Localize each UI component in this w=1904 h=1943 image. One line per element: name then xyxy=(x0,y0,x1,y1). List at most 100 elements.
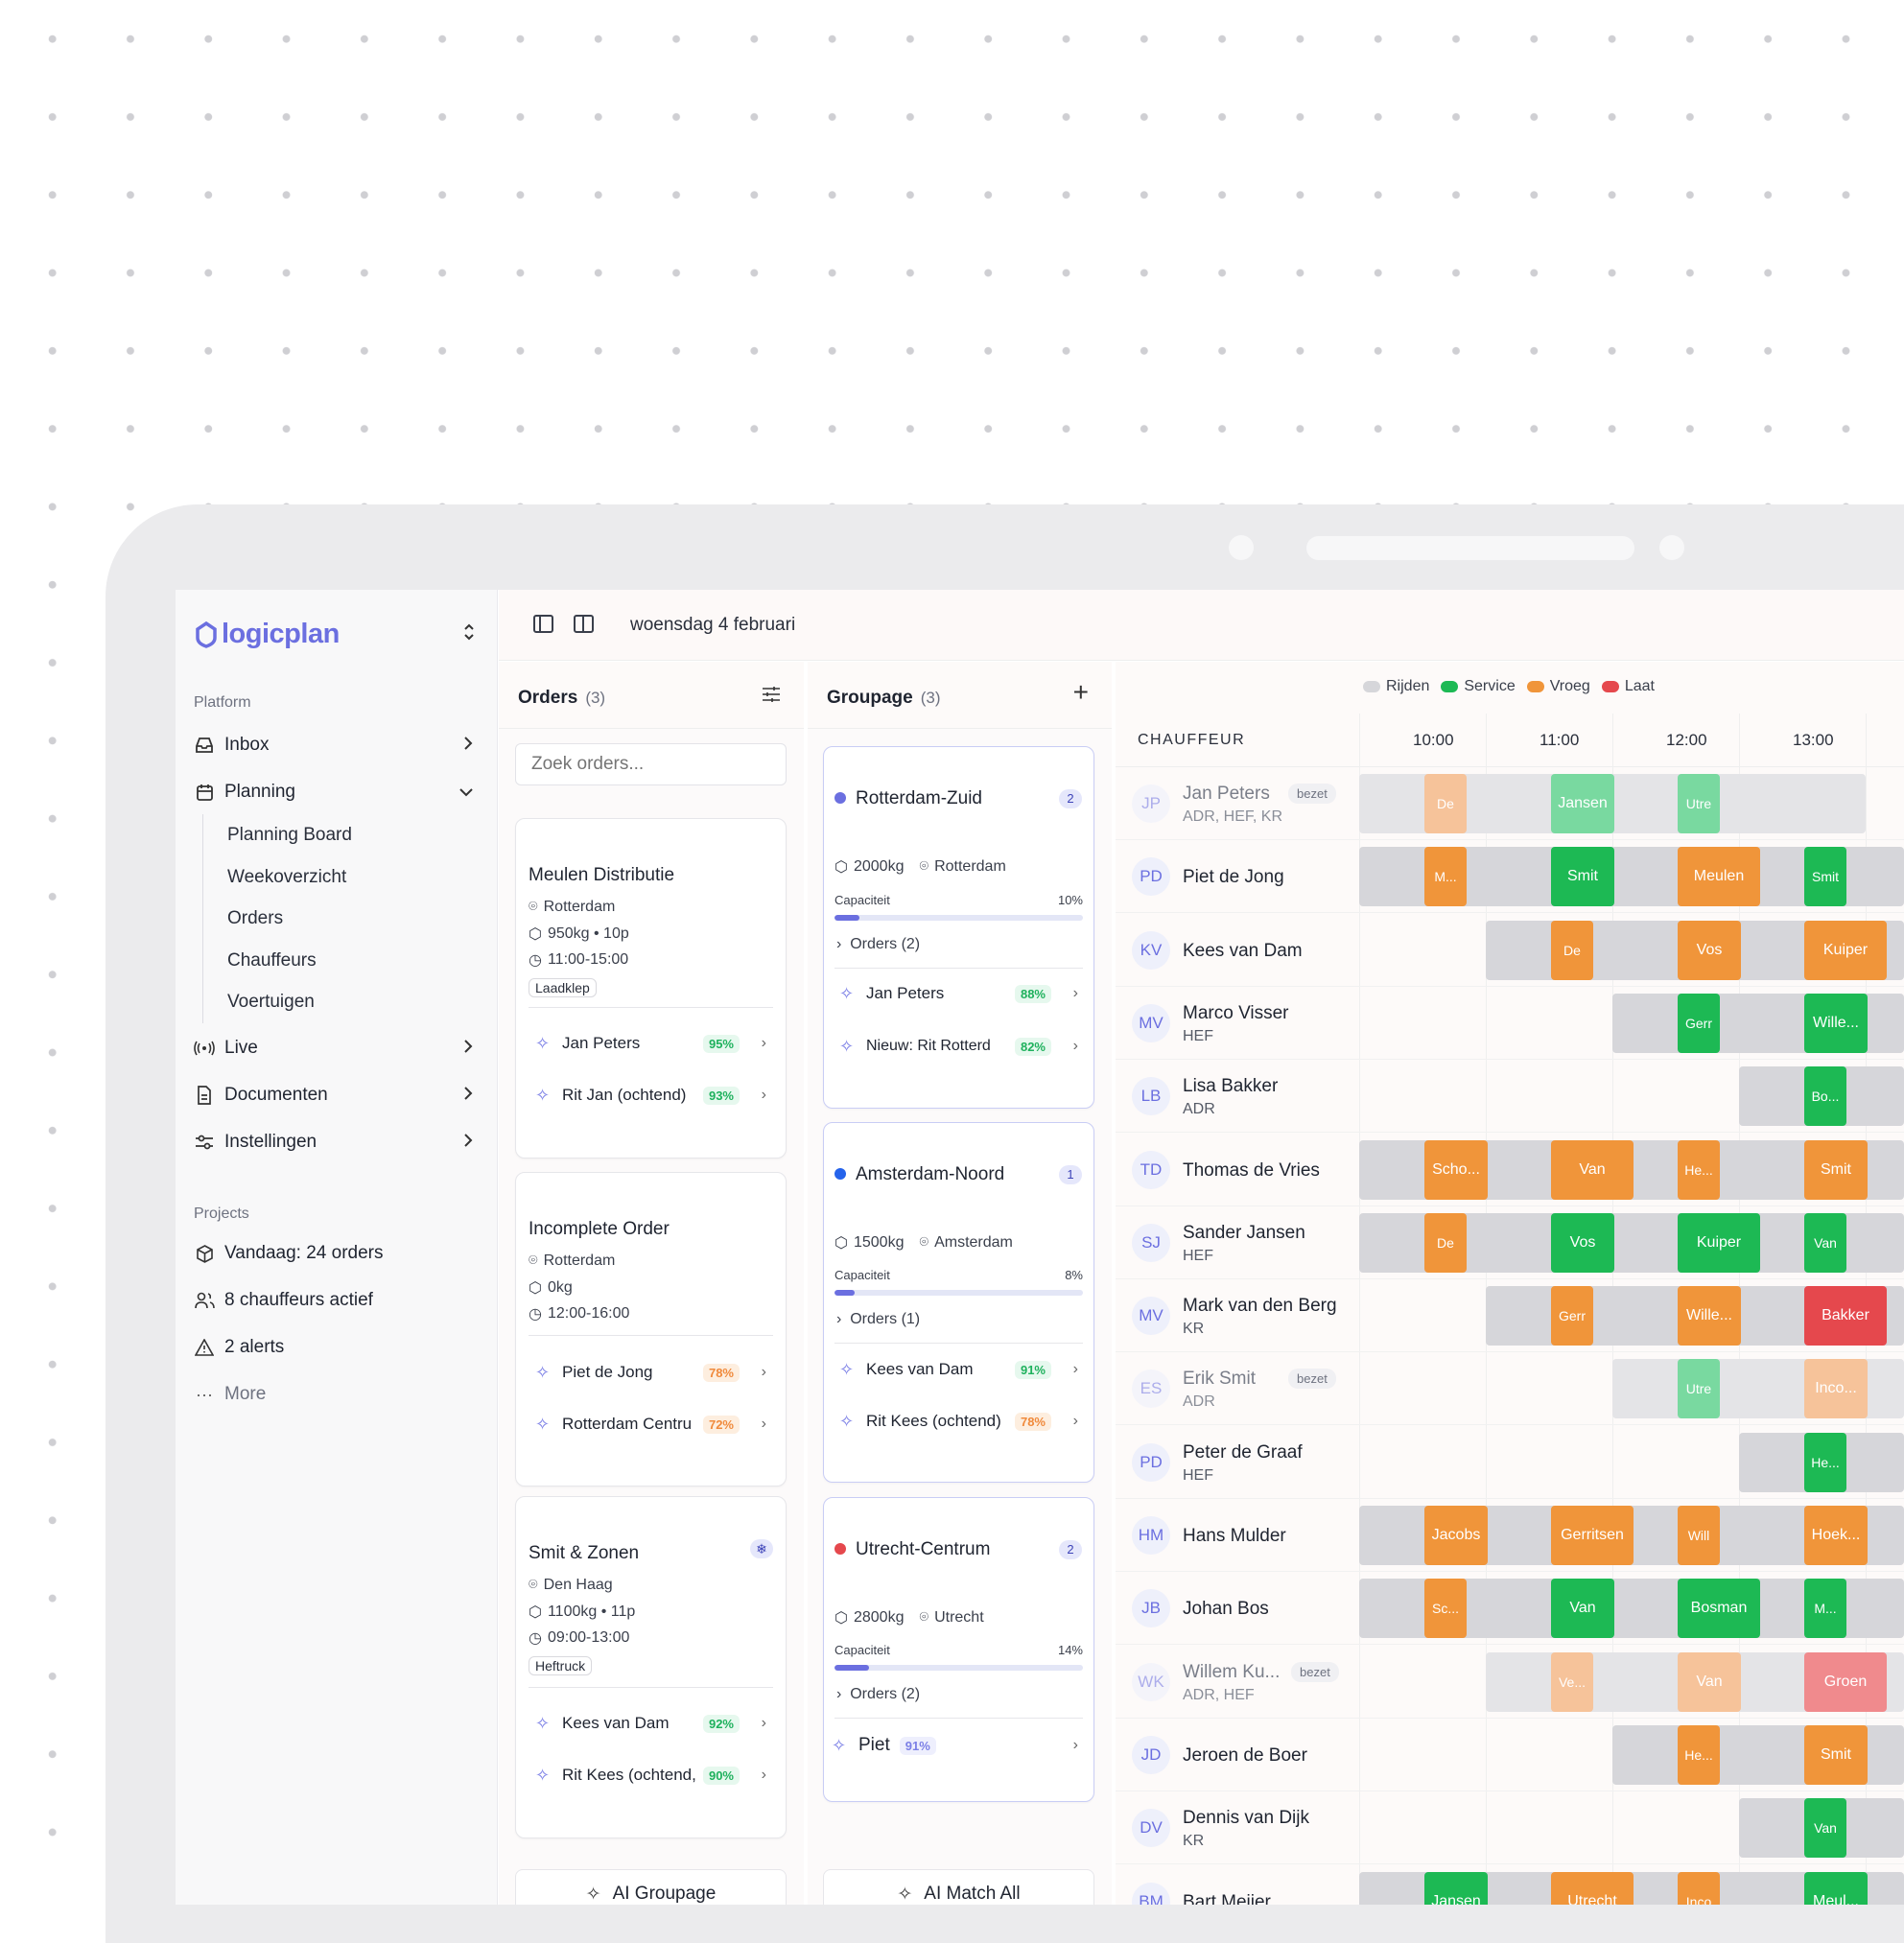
groupage-card[interactable]: Rotterdam-Zuid 2 ⬡ 2000kg ⌾ Rotterdam Capac… xyxy=(823,746,1094,1109)
sidebar-item-instellingen[interactable]: Instellingen xyxy=(194,1125,482,1159)
order-search-input[interactable] xyxy=(515,743,787,785)
match-row[interactable]: ✧ Rit Kees (ochtend, 90% › xyxy=(535,1761,766,1790)
schedule-block[interactable]: Utrecht xyxy=(1551,1871,1634,1905)
subnav-planning-board[interactable]: Planning Board xyxy=(227,825,352,845)
driver-row[interactable]: BM Bart Meijer Jansen Utrecht Inco Meul... xyxy=(1116,1865,1904,1905)
schedule-block[interactable]: M... xyxy=(1424,847,1467,907)
order-card[interactable]: Meulen Distributie ⌾ Rotterdam ⬡ 950kg • 1… xyxy=(515,818,787,1159)
schedule-block[interactable]: Groen xyxy=(1804,1651,1887,1712)
driver-row[interactable]: TD Thomas de Vries Scho... Van He... Smit xyxy=(1116,1134,1904,1206)
schedule-block[interactable]: Van xyxy=(1678,1651,1741,1712)
driver-row[interactable]: PD Piet de Jong M... Smit Meulen Smit xyxy=(1116,840,1904,914)
schedule-block[interactable]: Smit xyxy=(1804,1724,1868,1785)
schedule-block[interactable]: Van xyxy=(1804,1212,1846,1273)
project-active-drivers[interactable]: 8 chauffeurs actief xyxy=(194,1283,482,1318)
subnav-voertuigen[interactable]: Voertuigen xyxy=(227,992,315,1013)
orders-toggle[interactable]: › Orders (2) xyxy=(836,1686,920,1703)
driver-row[interactable]: WK Willem Ku... ADR, HEF bezet Ve... Van Groen xyxy=(1116,1646,1904,1719)
schedule-block[interactable]: He... xyxy=(1804,1432,1846,1492)
schedule-block[interactable]: Smit xyxy=(1804,847,1846,907)
match-row[interactable]: ✧ Rit Jan (ochtend) 93% › xyxy=(535,1081,766,1110)
driver-row[interactable]: HM Hans Mulder Jacobs Gerritsen Will Hoek... xyxy=(1116,1499,1904,1572)
schedule-block[interactable]: Gerritsen xyxy=(1551,1506,1634,1565)
schedule-block[interactable]: He... xyxy=(1678,1724,1720,1785)
driver-row[interactable]: JD Jeroen de Boer He... Smit xyxy=(1116,1719,1904,1791)
schedule-block[interactable]: Van xyxy=(1804,1798,1846,1859)
driver-row[interactable]: SJ Sander Jansen HEF De Vos Kuiper Van xyxy=(1116,1206,1904,1279)
driver-row[interactable]: KV Kees van Dam De Vos Kuiper xyxy=(1116,914,1904,987)
schedule-block[interactable]: Inco xyxy=(1678,1871,1720,1905)
workspace-switch-icon[interactable] xyxy=(462,622,476,646)
order-card[interactable]: Smit & Zonen ❄ ⌾ Den Haag ⬡ 1100kg • 11p ◷… xyxy=(515,1496,787,1838)
schedule-block[interactable]: Van xyxy=(1551,1579,1614,1639)
order-card[interactable]: Incomplete Order ⌾ Rotterdam ⬡ 0kg ◷ 12:00-… xyxy=(515,1172,787,1487)
match-row[interactable]: ✧ Jan Peters 88% › xyxy=(839,979,1078,1008)
schedule-block[interactable]: Jansen xyxy=(1551,774,1614,833)
filter-icon[interactable] xyxy=(762,683,781,710)
sidebar-item-live[interactable]: Live xyxy=(194,1031,482,1065)
schedule-block[interactable]: Will xyxy=(1678,1506,1720,1565)
groupage-card[interactable]: Utrecht-Centrum 2 ⬡ 2800kg ⌾ Utrecht Capaci… xyxy=(823,1497,1094,1802)
schedule-block[interactable]: Bo... xyxy=(1804,1066,1846,1127)
match-row[interactable]: ✧ Piet de Jong 78% › xyxy=(535,1358,766,1387)
match-row[interactable]: ✧ Jan Peters 95% › xyxy=(535,1029,766,1058)
schedule-block[interactable]: Utre xyxy=(1678,1359,1720,1419)
schedule-block[interactable]: M... xyxy=(1804,1579,1846,1639)
driver-row[interactable]: MV Marco Visser HEF Gerr Wille... xyxy=(1116,987,1904,1060)
sidebar-item-planning[interactable]: Planning xyxy=(194,775,482,809)
driver-row[interactable]: JP Jan Peters ADR, HEF, KR bezet De Jansen Utr… xyxy=(1116,767,1904,840)
driver-row[interactable]: PD Peter de Graaf HEF He... xyxy=(1116,1426,1904,1499)
schedule-block[interactable]: Sc... xyxy=(1424,1579,1467,1639)
schedule-block[interactable]: Scho... xyxy=(1424,1139,1488,1200)
schedule-block[interactable]: De xyxy=(1551,920,1593,980)
schedule-block[interactable]: Bosman xyxy=(1678,1579,1760,1639)
sidebar-item-documenten[interactable]: Documenten xyxy=(194,1078,482,1112)
schedule-block[interactable]: Vos xyxy=(1551,1212,1614,1273)
driver-row[interactable]: DV Dennis van Dijk KR Van xyxy=(1116,1791,1904,1865)
orders-toggle[interactable]: › Orders (2) xyxy=(836,936,920,953)
schedule-block[interactable]: Vos xyxy=(1678,920,1741,980)
schedule-block[interactable]: Wille... xyxy=(1804,993,1868,1053)
schedule-block[interactable]: Wille... xyxy=(1678,1286,1741,1346)
match-row[interactable]: ✧ Kees van Dam 91% › xyxy=(839,1355,1078,1384)
schedule-block[interactable]: Jacobs xyxy=(1424,1506,1488,1565)
schedule-block[interactable]: Smit xyxy=(1804,1139,1868,1200)
driver-row[interactable]: LB Lisa Bakker ADR Bo... xyxy=(1116,1060,1904,1134)
schedule-block[interactable]: Utre xyxy=(1678,774,1720,833)
schedule-block[interactable]: De xyxy=(1424,774,1467,833)
subnav-weekoverzicht[interactable]: Weekoverzicht xyxy=(227,866,347,887)
subnav-chauffeurs[interactable]: Chauffeurs xyxy=(227,949,317,971)
logo[interactable]: logicplan xyxy=(195,619,340,650)
schedule-block[interactable]: Kuiper xyxy=(1678,1212,1760,1273)
project-orders-today[interactable]: Vandaag: 24 orders xyxy=(194,1236,482,1271)
match-row[interactable]: ✧ Piet 91% › xyxy=(832,1731,1078,1760)
project-alerts[interactable]: 2 alerts xyxy=(194,1330,482,1365)
schedule-block[interactable]: Jansen xyxy=(1424,1871,1488,1905)
match-row[interactable]: ✧ Nieuw: Rit Rotterd 82% › xyxy=(839,1032,1078,1061)
match-row[interactable]: ✧ Rit Kees (ochtend) 78% › xyxy=(839,1407,1078,1436)
schedule-block[interactable]: Meulen xyxy=(1678,847,1760,907)
match-row[interactable]: ✧ Kees van Dam 92% › xyxy=(535,1709,766,1738)
schedule-block[interactable]: Gerr xyxy=(1551,1286,1593,1346)
ai-groupage-button[interactable]: ✧ AI Groupage xyxy=(515,1869,787,1905)
toggle-panel-icon[interactable] xyxy=(574,615,594,633)
project-more[interactable]: ··· More xyxy=(194,1377,482,1412)
schedule-block[interactable]: Kuiper xyxy=(1804,920,1887,980)
toggle-sidebar-icon[interactable] xyxy=(533,615,553,633)
schedule-block[interactable]: Van xyxy=(1551,1139,1634,1200)
schedule-block[interactable]: Hoek... xyxy=(1804,1506,1868,1565)
ai-match-all-button[interactable]: ✧ AI Match All xyxy=(823,1869,1094,1905)
add-icon[interactable]: + xyxy=(1072,677,1089,707)
schedule-block[interactable]: Ve... xyxy=(1551,1651,1593,1712)
schedule-block[interactable]: He... xyxy=(1678,1139,1720,1200)
orders-toggle[interactable]: › Orders (1) xyxy=(836,1311,920,1328)
match-row[interactable]: ✧ Rotterdam Centru 72% › xyxy=(535,1410,766,1439)
schedule-block[interactable]: Smit xyxy=(1551,847,1614,907)
schedule-block[interactable]: De xyxy=(1424,1212,1467,1273)
sidebar-item-inbox[interactable]: Inbox xyxy=(194,728,482,762)
driver-row[interactable]: ES Erik Smit ADR bezet Utre Inco... xyxy=(1116,1352,1904,1426)
schedule-block[interactable]: Gerr xyxy=(1678,993,1720,1053)
schedule-block[interactable]: Meul... xyxy=(1804,1871,1868,1905)
schedule-block[interactable]: Bakker xyxy=(1804,1286,1887,1346)
driver-row[interactable]: MV Mark van den Berg KR Gerr Wille... Bakker xyxy=(1116,1279,1904,1353)
